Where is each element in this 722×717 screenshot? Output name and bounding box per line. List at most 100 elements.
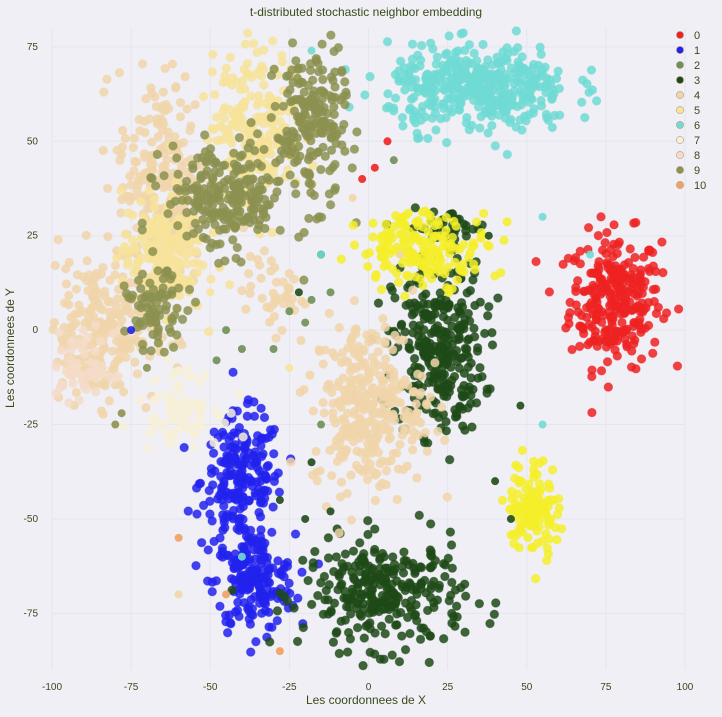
scatter-point [252,430,263,441]
scatter-point [531,486,542,497]
scatter-point [327,92,337,102]
scatter-point [188,442,198,452]
scatter-point [349,240,360,250]
scatter-point [400,210,411,221]
scatter-point [433,426,443,437]
scatter-point [425,519,436,529]
scatter-point [305,370,315,380]
scatter-point [491,477,500,486]
scatter-point [529,103,539,114]
scatter-point [649,296,659,307]
scatter-point [259,412,270,423]
scatter-point [468,259,479,269]
scatter-point [136,196,146,207]
scatter-point [213,258,224,269]
scatter-point [275,225,285,236]
scatter-point [265,564,275,574]
scatter-point [380,629,390,639]
scatter-point [447,563,458,573]
scatter-point [186,421,196,431]
scatter-point [254,580,264,591]
scatter-point [604,279,615,289]
scatter-point [183,506,193,516]
scatter-point [362,375,372,386]
y-tick-label: 75 [27,42,39,53]
scatter-point [359,633,369,643]
scatter-point [499,235,509,246]
scatter-point [586,297,597,308]
scatter-point [264,317,275,327]
scatter-point [631,364,641,374]
legend-label: 2 [694,60,700,72]
scatter-point [146,172,156,183]
scatter-point [319,408,329,418]
scatter-point [329,598,340,608]
scatter-point [209,124,219,135]
scatter-point [600,237,610,248]
scatter-point [172,205,182,215]
scatter-point [318,74,328,85]
scatter-point [136,293,147,304]
scatter-point [489,609,500,619]
scatter-point [285,307,294,316]
scatter-point [511,26,522,36]
scatter-point [145,278,155,288]
scatter-point [441,137,452,148]
scatter-point [504,88,514,99]
scatter-point [163,398,174,409]
scatter-point [421,337,431,347]
scatter-point [99,87,109,97]
scatter-point [416,562,427,573]
scatter-point [629,289,639,299]
scatter-point [461,55,472,66]
scatter-point [474,63,484,74]
scatter-point [298,555,308,566]
scatter-point [246,609,257,619]
scatter-point [270,101,280,112]
scatter-point [224,435,234,445]
scatter-point [173,262,183,273]
scatter-point [232,524,242,534]
scatter-point [136,233,146,244]
scatter-point [355,538,365,548]
scatter-point [468,275,478,285]
scatter-point [272,615,282,626]
scatter-point [330,418,341,428]
scatter-point [211,576,222,586]
scatter-point [268,288,278,299]
scatter-point [446,540,457,550]
scatter-point [455,244,465,254]
x-tick-label: -50 [203,682,218,693]
scatter-point [284,283,294,293]
scatter-point [422,605,433,616]
scatter-point [388,552,398,562]
scatter-point [460,591,471,601]
scatter-point [290,529,301,539]
scatter-point [222,590,231,599]
scatter-point [318,142,328,152]
scatter-point [444,387,455,397]
scatter-point [249,397,259,407]
scatter-point [385,248,395,259]
legend-label: 9 [694,165,700,177]
scatter-point [380,322,390,332]
y-axis-label: Les coordonnees de Y [3,288,17,408]
scatter-point [224,209,234,220]
scatter-point [409,353,420,364]
scatter-point [177,195,188,205]
scatter-point [153,131,164,142]
scatter-point [212,135,222,146]
scatter-point [400,405,410,416]
scatter-point [160,106,170,116]
scatter-point [150,419,160,429]
scatter-point [422,69,433,79]
scatter-point [109,359,120,369]
scatter-point [380,336,390,346]
scatter-point [323,553,334,563]
scatter-point [224,280,235,290]
scatter-point [272,606,283,616]
scatter-point [326,507,335,516]
scatter-point [253,158,263,169]
scatter-point [222,628,233,638]
scatter-point [383,137,392,146]
